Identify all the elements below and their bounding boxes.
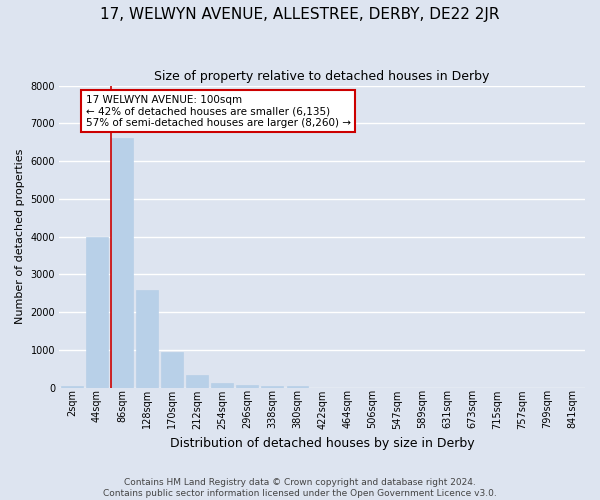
Title: Size of property relative to detached houses in Derby: Size of property relative to detached ho… [154,70,490,83]
Bar [61,386,83,388]
X-axis label: Distribution of detached houses by size in Derby: Distribution of detached houses by size … [170,437,475,450]
Bar [187,376,208,388]
Bar [86,236,107,388]
Bar [236,386,258,388]
Text: 17 WELWYN AVENUE: 100sqm
← 42% of detached houses are smaller (6,135)
57% of sem: 17 WELWYN AVENUE: 100sqm ← 42% of detach… [86,94,350,128]
Bar [211,383,233,388]
Y-axis label: Number of detached properties: Number of detached properties [15,149,25,324]
Bar [161,352,182,388]
Text: Contains HM Land Registry data © Crown copyright and database right 2024.
Contai: Contains HM Land Registry data © Crown c… [103,478,497,498]
Text: 17, WELWYN AVENUE, ALLESTREE, DERBY, DE22 2JR: 17, WELWYN AVENUE, ALLESTREE, DERBY, DE2… [100,8,500,22]
Bar [262,386,283,388]
Bar [111,138,133,388]
Bar [287,386,308,388]
Bar [136,290,158,388]
